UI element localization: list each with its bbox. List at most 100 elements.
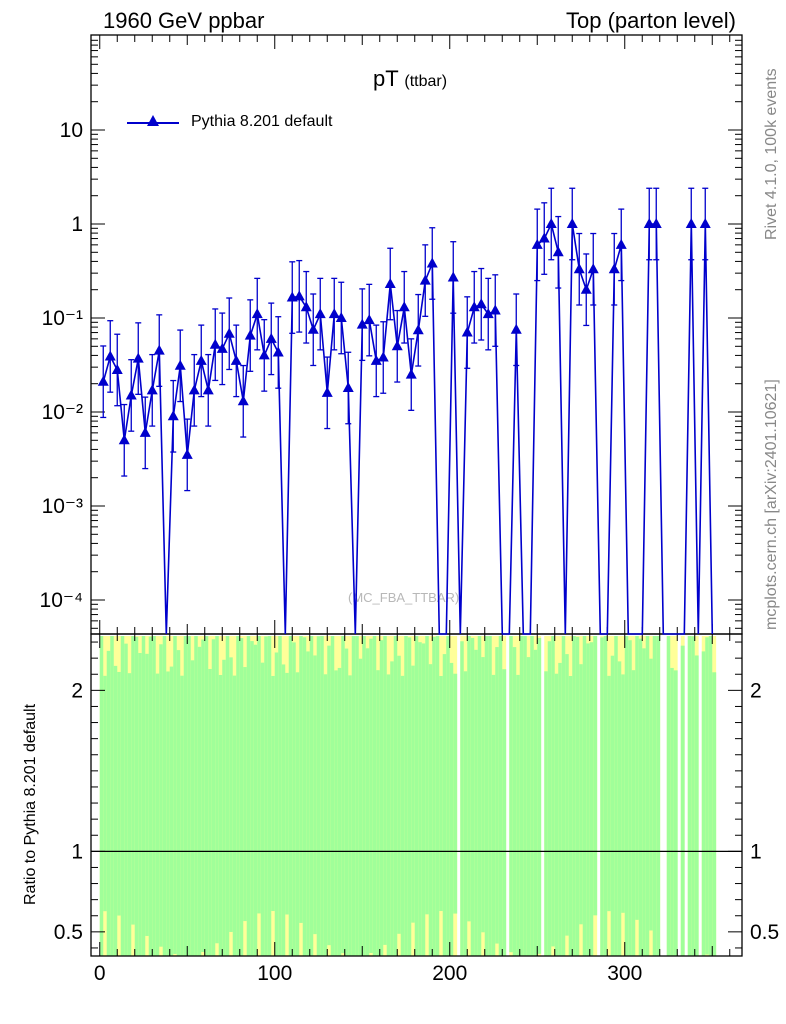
- data-point: [531, 238, 543, 249]
- ratio-inner-band: [194, 636, 199, 956]
- data-point: [181, 448, 193, 459]
- ratio-inner-band: [533, 649, 538, 956]
- ratio-y-tick-label-right: 1: [750, 840, 762, 863]
- data-point: [174, 359, 186, 370]
- ratio-inner-band: [519, 636, 524, 956]
- ratio-inner-band: [323, 674, 328, 956]
- ratio-inner-band: [687, 636, 692, 956]
- ratio-inner-band: [299, 636, 304, 923]
- ratio-inner-band: [278, 636, 283, 956]
- ratio-inner-band: [575, 636, 580, 956]
- data-point: [426, 257, 438, 268]
- data-point: [370, 354, 382, 365]
- data-point: [650, 218, 662, 228]
- data-point: [342, 382, 354, 393]
- data-point: [146, 384, 158, 395]
- ratio-inner-band: [537, 637, 542, 954]
- data-point: [552, 246, 564, 257]
- ratio-inner-band: [446, 636, 451, 956]
- ratio-inner-band: [218, 674, 223, 956]
- data-point: [468, 301, 480, 312]
- ratio-inner-band: [523, 636, 528, 956]
- data-point: [335, 312, 347, 322]
- x-tick-label: 0: [94, 962, 106, 985]
- ratio-inner-band: [551, 636, 556, 947]
- data-point: [328, 308, 340, 319]
- ratio-inner-band: [334, 670, 339, 956]
- data-point: [139, 426, 151, 437]
- data-point: [118, 434, 130, 445]
- x-tick-label: 300: [607, 962, 642, 985]
- ratio-inner-band: [166, 671, 171, 956]
- data-point: [398, 301, 410, 312]
- data-point: [111, 363, 123, 374]
- ratio-inner-band: [162, 636, 167, 956]
- ratio-inner-band: [691, 636, 696, 956]
- ratio-inner-band: [187, 636, 192, 956]
- data-point: [104, 350, 116, 361]
- ratio-inner-band: [554, 673, 559, 956]
- ratio-inner-band: [197, 646, 202, 956]
- ratio-inner-band: [642, 648, 647, 956]
- ratio-inner-band: [432, 636, 437, 956]
- ratio-inner-band: [362, 636, 367, 956]
- legend: Pythia 8.201 default: [125, 113, 332, 131]
- ratio-inner-band: [390, 661, 395, 956]
- data-point: [615, 238, 627, 249]
- data-point: [608, 263, 620, 274]
- ratio-inner-band: [568, 675, 573, 956]
- ratio-inner-band: [183, 636, 188, 956]
- ratio-inner-band: [232, 675, 237, 956]
- data-point: [202, 384, 214, 395]
- ratio-inner-band: [145, 653, 150, 936]
- ratio-inner-band: [211, 639, 216, 956]
- ratio-inner-band: [628, 640, 633, 956]
- ratio-inner-band: [593, 636, 598, 916]
- ratio-inner-band: [225, 636, 230, 956]
- ratio-inner-band: [243, 667, 248, 922]
- data-point: [412, 324, 424, 335]
- ratio-inner-band: [106, 650, 111, 956]
- data-point: [216, 342, 228, 353]
- ratio-inner-band: [474, 649, 479, 956]
- ratio-inner-band: [113, 665, 118, 956]
- ratio-inner-band: [271, 675, 276, 912]
- data-point: [97, 375, 109, 386]
- data-point: [447, 271, 459, 282]
- data-point: [258, 349, 270, 360]
- ratio-inner-band: [425, 636, 430, 915]
- data-point: [153, 344, 165, 355]
- ratio-inner-band: [477, 636, 482, 956]
- ratio-y-tick-label: 0.5: [54, 921, 83, 944]
- ratio-inner-band: [673, 670, 678, 956]
- data-point: [363, 314, 375, 325]
- data-point: [237, 395, 249, 406]
- ratio-y-tick-label: 1: [71, 840, 83, 863]
- ratio-inner-band: [526, 657, 531, 956]
- ratio-inner-band: [586, 643, 591, 956]
- ratio-inner-band: [365, 648, 370, 956]
- ratio-inner-band: [138, 653, 143, 956]
- ratio-inner-band: [344, 648, 349, 956]
- ratio-inner-band: [635, 636, 640, 920]
- ratio-inner-band: [99, 636, 104, 956]
- ratio-inner-band: [173, 636, 178, 954]
- data-point: [125, 389, 137, 400]
- ratio-inner-band: [558, 662, 563, 956]
- ratio-inner-band: [610, 655, 615, 956]
- ratio-inner-band: [152, 636, 157, 956]
- ratio-inner-band: [631, 670, 636, 956]
- ratio-inner-band: [561, 636, 566, 956]
- ratio-inner-band: [169, 666, 174, 956]
- ratio-inner-band: [141, 636, 146, 956]
- ratio-inner-band: [582, 636, 587, 956]
- ratio-inner-band: [603, 636, 608, 956]
- ratio-inner-band: [708, 636, 713, 956]
- ratio-inner-band: [621, 674, 626, 913]
- ratio-inner-band: [407, 637, 412, 956]
- data-point: [538, 232, 550, 243]
- ratio-inner-band: [449, 662, 454, 956]
- ratio-inner-band: [600, 637, 605, 956]
- ratio-inner-band: [565, 654, 570, 936]
- data-point: [300, 301, 312, 312]
